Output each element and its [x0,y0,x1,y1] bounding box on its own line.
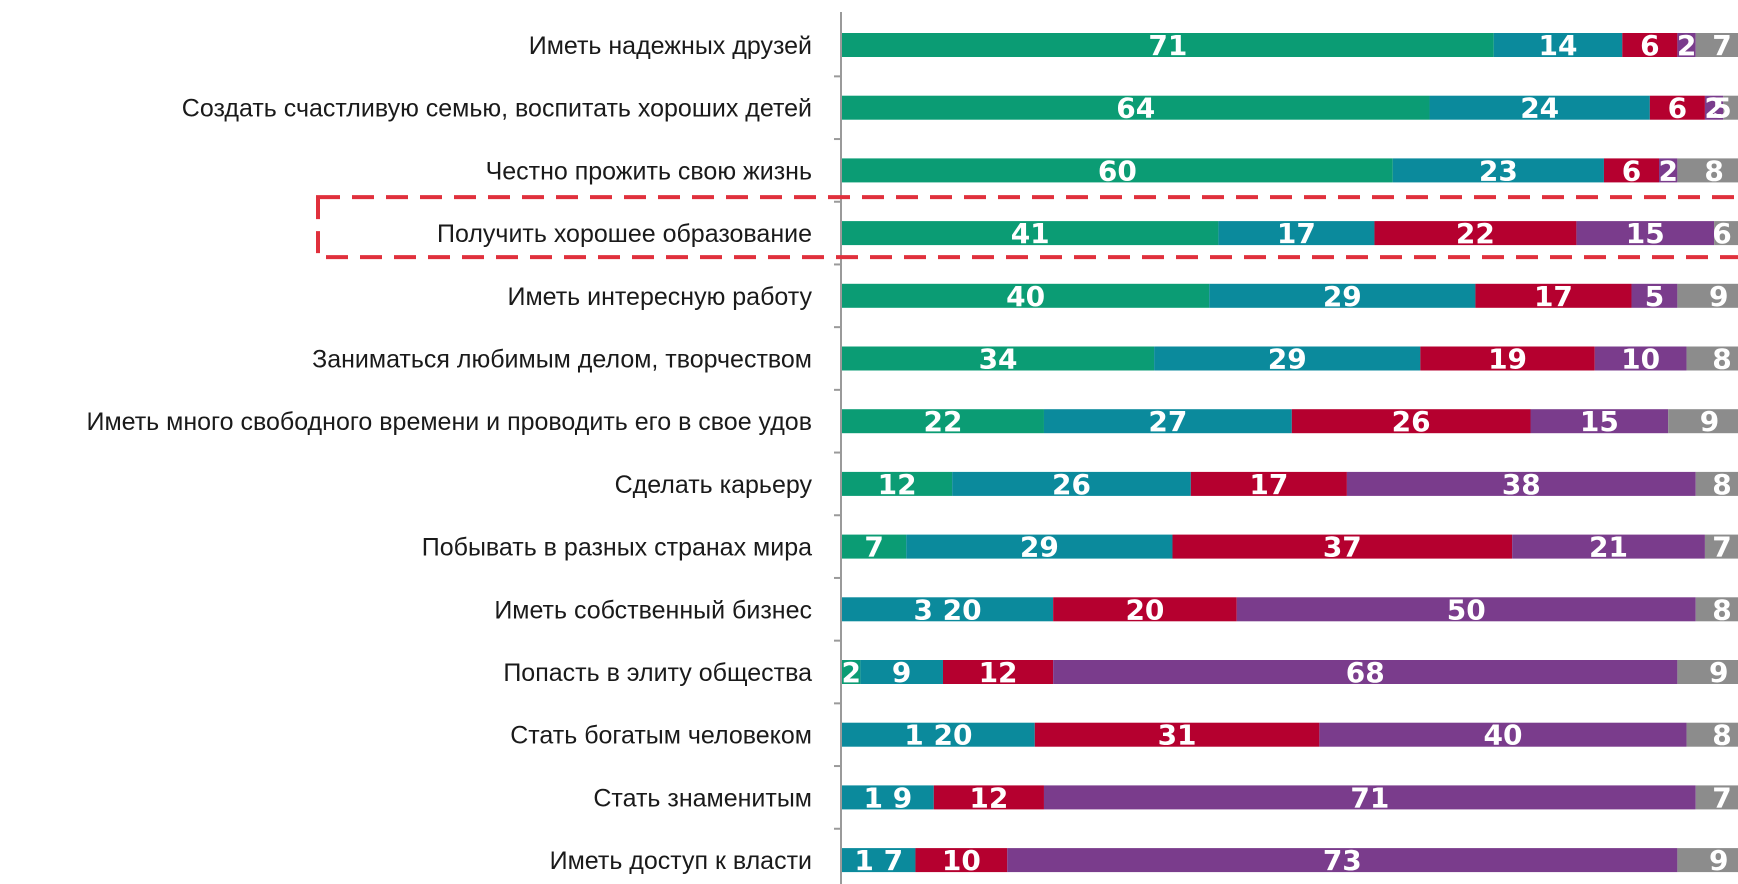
category-label: Иметь надежных друзей [529,32,812,60]
data-label: 19 [1488,343,1527,376]
data-label: 9 [1709,844,1728,877]
data-label: 5 [1712,92,1731,125]
bar-segment [1677,284,1738,308]
data-label: 9 [1709,280,1728,313]
data-label: 26 [1052,468,1091,501]
data-label: 17 [1277,217,1316,250]
data-label: 29 [1323,280,1362,313]
category-label: Получить хорошее образование [437,220,812,248]
data-label: 8 [1712,719,1731,752]
category-label: Создать счастливую семью, воспитать хоро… [182,95,812,123]
data-label: 15 [1580,405,1619,438]
data-label: 40 [1483,719,1522,752]
data-label: 6 [1712,217,1731,250]
data-label: 15 [1626,217,1665,250]
data-label: 21 [1589,531,1628,564]
data-label: 9 [1709,656,1728,689]
data-label: 29 [1268,343,1307,376]
data-label: 1 9 [864,781,913,814]
data-label: 60 [1098,154,1137,187]
data-label: 12 [969,781,1008,814]
data-label: 71 [1148,29,1187,62]
data-label: 50 [1447,593,1486,626]
category-label: Иметь много свободного времени и проводи… [87,408,813,436]
data-label: 6 [1668,92,1687,125]
data-label: 3 20 [913,593,981,626]
data-label: 9 [1700,405,1719,438]
data-label: 34 [979,343,1018,376]
data-label: 14 [1539,29,1578,62]
data-label: 12 [878,468,917,501]
data-label: 8 [1704,154,1723,187]
data-label: 68 [1346,656,1385,689]
data-label: 7 [864,531,883,564]
data-label: 27 [1148,405,1187,438]
category-label: Стать богатым человеком [510,722,812,750]
data-label: 73 [1323,844,1362,877]
data-label: 23 [1479,154,1518,187]
category-label: Заниматься любимым делом, творчеством [312,346,812,374]
data-label: 2 [1658,154,1677,187]
data-label: 10 [942,844,981,877]
data-label: 64 [1116,92,1155,125]
category-label: Иметь интересную работу [507,283,812,311]
data-label: 10 [1621,343,1660,376]
data-label: 7 [1712,29,1731,62]
data-label: 12 [979,656,1018,689]
data-label: 38 [1502,468,1541,501]
data-label: 2 [1677,29,1696,62]
data-label: 5 [1645,280,1664,313]
data-label: 40 [1006,280,1045,313]
data-label: 17 [1249,468,1288,501]
category-label: Честно прожить свою жизнь [486,157,812,185]
data-label: 1 20 [904,719,972,752]
data-label: 8 [1712,593,1731,626]
data-label: 20 [1125,593,1164,626]
data-label: 41 [1011,217,1050,250]
data-label: 7 [1712,531,1731,564]
data-label: 71 [1350,781,1389,814]
data-label: 6 [1640,29,1659,62]
data-label: 29 [1020,531,1059,564]
data-label: 2 [841,656,860,689]
data-label: 6 [1622,154,1641,187]
data-label: 1 7 [854,844,903,877]
data-label: 37 [1323,531,1362,564]
data-label: 26 [1392,405,1431,438]
data-label: 8 [1712,343,1731,376]
bar-segment [1677,660,1738,684]
category-label: Побывать в разных странах мира [422,534,812,562]
bar-segment [1677,848,1738,872]
data-label: 9 [892,656,911,689]
data-label: 31 [1158,719,1197,752]
data-label: 22 [1456,217,1495,250]
category-label: Иметь доступ к власти [550,847,812,875]
data-label: 17 [1534,280,1573,313]
category-label: Иметь собственный бизнес [494,596,812,624]
category-label: Сделать карьеру [615,471,813,499]
category-label: Попасть в элиту общества [503,659,812,687]
data-label: 7 [1712,781,1731,814]
data-label: 22 [923,405,962,438]
data-label: 8 [1712,468,1731,501]
data-label: 24 [1520,92,1559,125]
category-label: Стать знаменитым [593,784,812,812]
